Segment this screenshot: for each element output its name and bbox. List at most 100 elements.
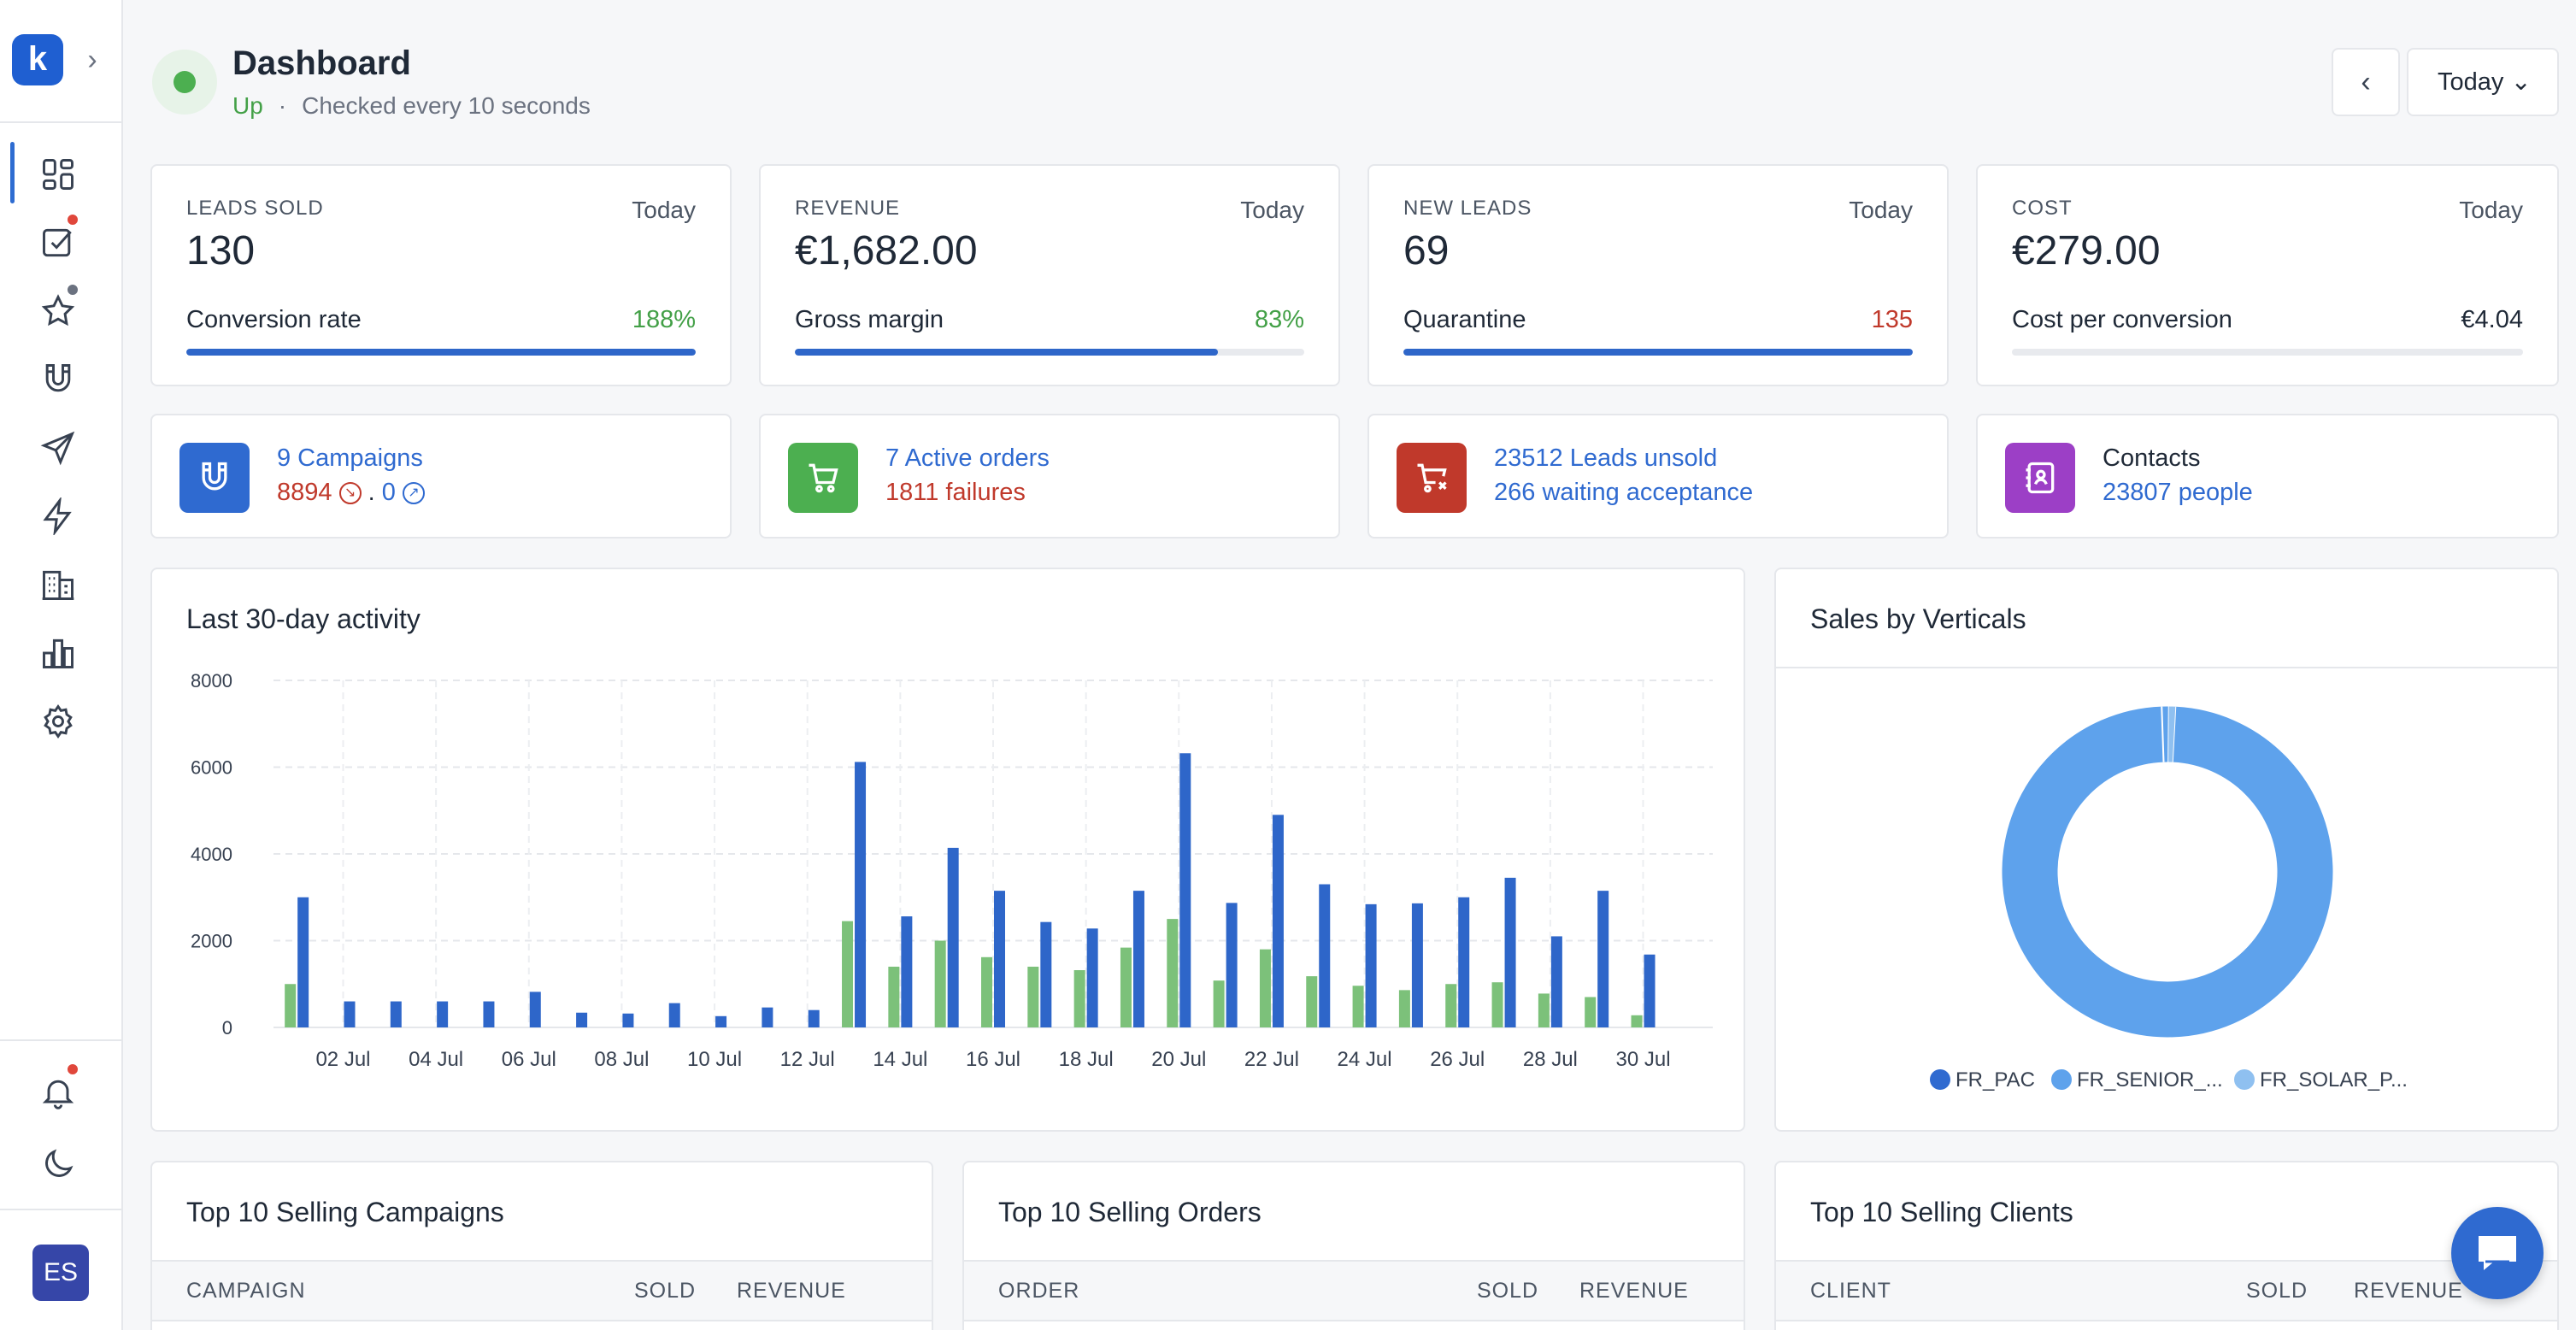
kpi-progress-track: [1403, 349, 1913, 356]
chat-button[interactable]: [2451, 1207, 2544, 1299]
nav-tasks[interactable]: [0, 207, 123, 275]
star-icon: [39, 292, 77, 330]
y-tick-label: 6000: [191, 757, 232, 779]
nav-favorites[interactable]: [0, 275, 123, 344]
column-header-sold[interactable]: SOLD: [1477, 1279, 1539, 1303]
x-tick-label: 04 Jul: [409, 1048, 463, 1071]
bar-chart-icon: [39, 634, 77, 672]
separator: .: [368, 479, 375, 506]
kpi-label: LEADS SOLD: [186, 197, 324, 220]
x-tick-label: 30 Jul: [1615, 1048, 1670, 1071]
magnet-icon: [39, 361, 77, 398]
nav-buildings[interactable]: [0, 549, 123, 617]
legend-item-fr-solar[interactable]: FR_SOLAR_P...: [2234, 1068, 2408, 1092]
column-header-client[interactable]: CLIENT: [1810, 1279, 1891, 1303]
y-tick-label: 4000: [191, 844, 232, 865]
separator: ·: [278, 92, 287, 119]
waiting-acceptance[interactable]: 266 waiting acceptance: [1494, 479, 1754, 506]
period-select[interactable]: Today ⌄: [2407, 48, 2559, 116]
kpi-period: Today: [632, 197, 696, 223]
x-tick-label: 26 Jul: [1430, 1048, 1485, 1071]
bar: [1352, 986, 1364, 1027]
status-dot: [173, 71, 196, 93]
nav-dark-mode[interactable]: [0, 1128, 123, 1197]
nav-reports[interactable]: [0, 617, 123, 686]
kpi-value: 69: [1403, 228, 1450, 274]
bar: [947, 847, 959, 1027]
nav-dashboard[interactable]: [0, 138, 123, 207]
contacts-card[interactable]: Contacts 23807 people: [1976, 414, 2559, 538]
bar: [344, 1001, 356, 1027]
orders-card[interactable]: 7 Active orders 1811 failures: [759, 414, 1340, 538]
x-tick-label: 24 Jul: [1338, 1048, 1392, 1071]
bar: [715, 1015, 727, 1027]
bar: [981, 956, 992, 1027]
legend-item-fr-pac[interactable]: FR_PAC: [1930, 1068, 2035, 1092]
column-header-revenue[interactable]: REVENUE: [737, 1279, 846, 1303]
contact-book-icon: [2005, 443, 2075, 513]
kpi-sub-label: Conversion rate: [186, 306, 362, 333]
bar: [1319, 884, 1331, 1027]
x-tick-label: 14 Jul: [873, 1048, 927, 1071]
nav-automation[interactable]: [0, 480, 123, 549]
bar: [576, 1012, 588, 1027]
bar: [762, 1007, 773, 1027]
leads-unsold[interactable]: 23512 Leads unsold: [1494, 444, 1718, 472]
nav-send[interactable]: [0, 412, 123, 480]
column-header-revenue[interactable]: REVENUE: [1579, 1279, 1689, 1303]
unsold-leads-card[interactable]: 23512 Leads unsold 266 waiting acceptanc…: [1367, 414, 1949, 538]
legend-swatch: [2234, 1069, 2255, 1090]
legend-label: FR_SOLAR_P...: [2260, 1068, 2408, 1092]
y-tick-label: 2000: [191, 931, 232, 952]
bar: [855, 762, 867, 1027]
column-header-order[interactable]: ORDER: [998, 1279, 1080, 1303]
divider: [0, 1039, 123, 1041]
top-clients-title: Top 10 Selling Clients: [1810, 1197, 2073, 1227]
bar: [529, 992, 541, 1027]
kpi-sub-value: €4.04: [2461, 306, 2523, 333]
notification-dot: [65, 1062, 80, 1077]
campaigns-count[interactable]: 9 Campaigns: [277, 444, 423, 472]
column-header-campaign[interactable]: CAMPAIGN: [186, 1279, 306, 1303]
kpi-period: Today: [2459, 197, 2523, 223]
bar: [901, 916, 913, 1027]
campaigns-card[interactable]: 9 Campaigns 8894 ↘ . 0 ↗: [150, 414, 732, 538]
nav-campaigns[interactable]: [0, 344, 123, 412]
kpi-period: Today: [1849, 197, 1913, 223]
column-header-sold[interactable]: SOLD: [2246, 1279, 2308, 1303]
legend-label: FR_PAC: [1956, 1068, 2035, 1092]
kpi-value: 130: [186, 228, 256, 274]
bar: [1491, 982, 1503, 1027]
nav-notifications[interactable]: [0, 1056, 123, 1125]
kpi-period: Today: [1240, 197, 1304, 223]
bar: [297, 897, 309, 1027]
divider: [0, 1209, 123, 1210]
verticals-chart-card: Sales by Verticals: [1774, 568, 2559, 1132]
bar: [1550, 936, 1562, 1027]
verticals-chart-title: Sales by Verticals: [1810, 603, 2026, 634]
expand-sidebar-button[interactable]: ›: [87, 44, 97, 76]
bar: [1213, 980, 1225, 1027]
bar: [1272, 815, 1284, 1027]
contacts-count[interactable]: 23807 people: [2103, 479, 2253, 506]
cart-x-icon: [1397, 443, 1467, 513]
active-orders[interactable]: 7 Active orders: [885, 444, 1050, 472]
order-failures[interactable]: 1811 failures: [885, 479, 1026, 506]
donut-slice-fr-pac[interactable]: [2002, 706, 2333, 1038]
user-avatar[interactable]: ES: [32, 1245, 89, 1301]
bar: [888, 966, 900, 1027]
x-tick-label: 18 Jul: [1059, 1048, 1114, 1071]
column-header-sold[interactable]: SOLD: [634, 1279, 697, 1303]
bar: [842, 921, 854, 1027]
previous-period-button[interactable]: ‹: [2332, 48, 2400, 116]
legend-item-fr-senior[interactable]: FR_SENIOR_...: [2051, 1068, 2223, 1092]
kpi-progress-track: [186, 349, 696, 356]
checkbox-icon: [39, 224, 77, 262]
x-tick-label: 08 Jul: [594, 1048, 649, 1071]
nav-settings[interactable]: [0, 686, 123, 754]
app-logo[interactable]: k: [12, 34, 63, 85]
divider: [1776, 667, 2557, 668]
bar: [1538, 993, 1550, 1027]
column-header-revenue[interactable]: REVENUE: [2354, 1279, 2463, 1303]
top-campaigns-title: Top 10 Selling Campaigns: [186, 1197, 504, 1227]
